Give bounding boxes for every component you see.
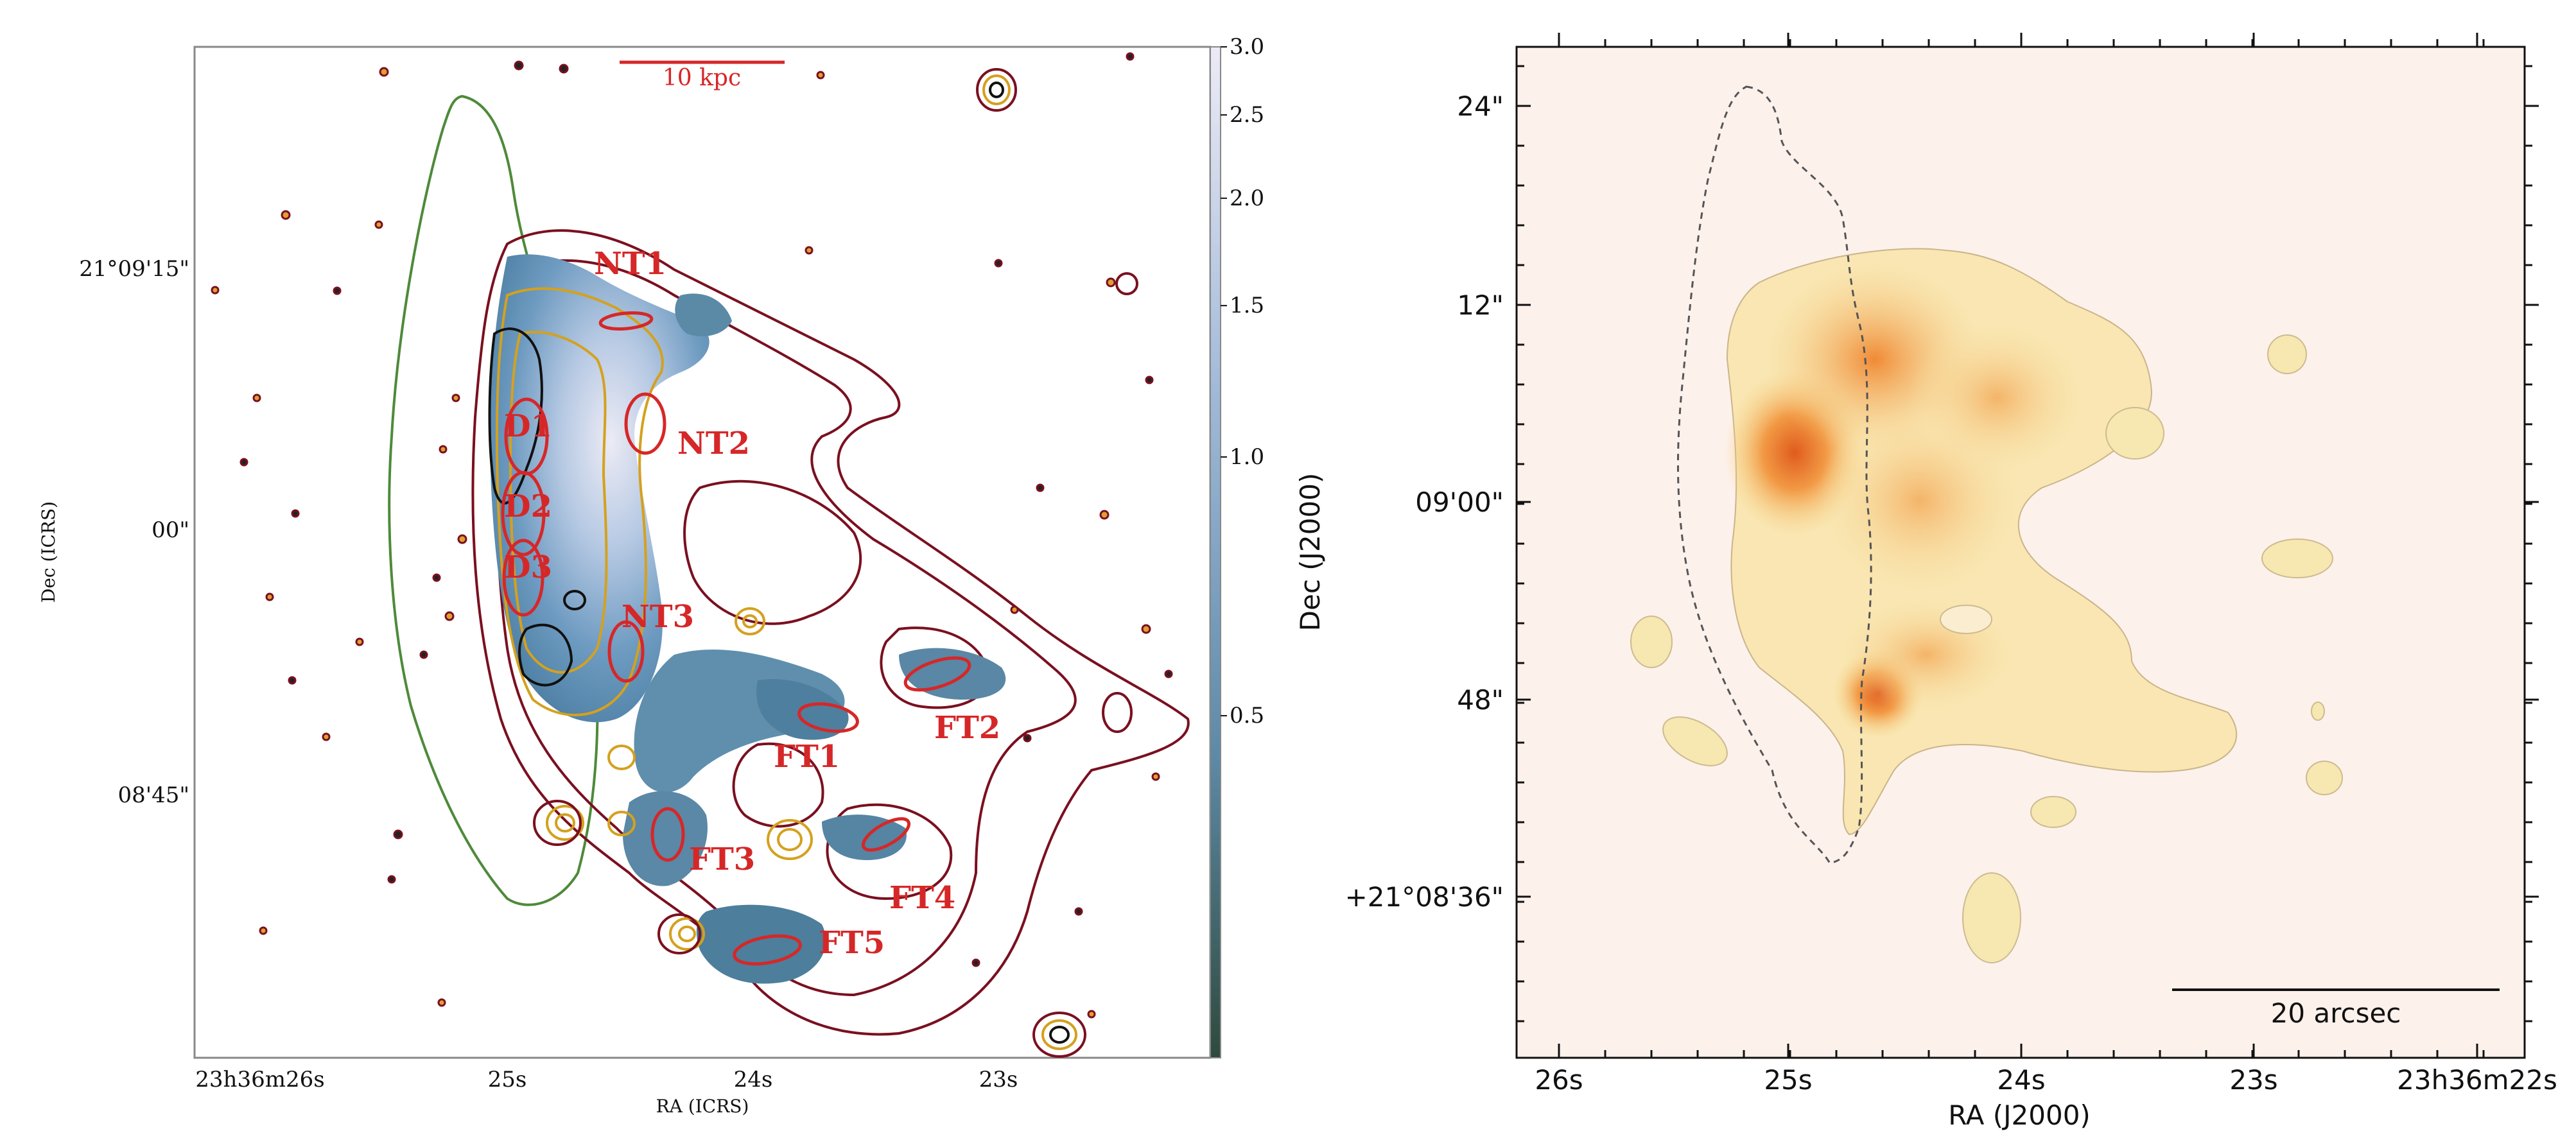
label-d2: D2 <box>504 488 552 524</box>
colorbar-tick-label: 2.0 <box>1230 185 1264 211</box>
emission-map <box>490 254 1006 984</box>
right-x-tick-label: 23h36m22s <box>2397 1064 2557 1096</box>
region-ellipses <box>501 311 971 966</box>
disk-emission <box>490 254 709 723</box>
right-y-tick-label: 12" <box>1457 289 1504 321</box>
region-labels: NT1 NT2 NT3 D1 D2 D3 FT1 FT2 FT3 FT4 FT5 <box>504 246 1000 961</box>
right-scale-bar-label: 20 arcsec <box>2271 997 2401 1029</box>
region-ft5-ellipse <box>733 934 802 966</box>
label-ft1: FT1 <box>774 739 840 775</box>
left-y-axis-label: Dec (ICRS) <box>38 501 59 603</box>
right-x-axis-label: RA (J2000) <box>1948 1100 2091 1131</box>
label-ft2: FT2 <box>934 710 1000 746</box>
right-y-tick-label: 09'00" <box>1415 487 1504 518</box>
region-nt3-ellipse <box>607 620 645 683</box>
bright-sources <box>533 68 1138 1058</box>
tail-emission-6 <box>822 815 907 860</box>
right-axis-ticks <box>1517 33 2539 1058</box>
right-y-tick-label: +21°08'36" <box>1345 881 1504 913</box>
colorbar <box>1210 46 1221 1058</box>
label-d1: D1 <box>504 408 552 444</box>
tail-emission-4 <box>623 791 708 886</box>
right-x-axis: 26s 25s 24s 23s 23h36m22s RA (J2000) <box>1535 1064 2557 1131</box>
colorbar-tick-label: 2.5 <box>1230 102 1264 128</box>
colorbar-ticks: 3.0 2.5 2.0 1.5 1.0 0.5 <box>1221 34 1264 729</box>
label-ft4: FT4 <box>889 880 955 916</box>
left-x-tick-label: 24s <box>734 1067 773 1092</box>
right-panel: 20 arcsec 26s 25s 24s 23s 23h36m22s RA (… <box>1294 33 2557 1131</box>
left-scale-bar-label: 10 kpc <box>663 65 741 91</box>
outer-contours <box>471 229 1190 1036</box>
left-y-tick-label: 00" <box>152 517 189 543</box>
tail-emission-5 <box>696 904 826 984</box>
stellar-disk-dashed-contour <box>1676 85 1872 865</box>
region-nt2-ellipse <box>624 392 666 455</box>
colorbar-tick-label: 1.0 <box>1230 444 1264 470</box>
right-x-tick-label: 24s <box>1997 1064 2045 1096</box>
colorbar-tick-label: 3.0 <box>1230 34 1264 60</box>
label-d3: D3 <box>504 549 552 585</box>
left-x-tick-label: 23s <box>979 1067 1018 1092</box>
left-plot-area <box>193 46 1212 1059</box>
left-panel: 10 kpc NT1 NT2 NT3 D1 D2 D3 FT1 FT2 FT3 … <box>38 34 1264 1117</box>
label-nt2: NT2 <box>677 426 750 461</box>
region-ft1-ellipse <box>797 702 859 733</box>
tail-emission-7 <box>675 293 732 336</box>
left-y-axis: 21°09'15" 00" 08'45" Dec (ICRS) <box>38 256 189 808</box>
right-x-tick-label: 23s <box>2229 1064 2277 1096</box>
region-ft2-ellipse <box>903 656 971 692</box>
colorbar-tick-label: 1.5 <box>1230 293 1264 318</box>
left-x-axis-label: RA (ICRS) <box>656 1096 749 1117</box>
right-y-axis: 24" 12" 09'00" 48" +21°08'36" Dec (J2000… <box>1294 91 1504 913</box>
label-ft3: FT3 <box>689 841 755 877</box>
region-d2-ellipse <box>501 470 546 556</box>
emission-lobe-east <box>1907 321 2087 475</box>
left-x-tick-label: 23h36m26s <box>195 1067 324 1092</box>
region-nt1-ellipse <box>598 311 654 331</box>
region-d3-ellipse <box>502 539 544 617</box>
point-sources <box>211 52 1173 1019</box>
label-nt3: NT3 <box>622 599 694 635</box>
label-ft5: FT5 <box>819 925 885 961</box>
region-ft4-ellipse <box>861 817 911 852</box>
left-y-tick-label: 08'45" <box>117 782 189 808</box>
tail-emission-2 <box>899 648 1006 700</box>
left-x-tick-label: 25s <box>488 1067 527 1092</box>
left-y-tick-label: 21°09'15" <box>79 256 189 282</box>
right-x-tick-label: 25s <box>1764 1064 1812 1096</box>
left-x-axis: 23h36m26s 25s 24s 23s RA (ICRS) <box>195 1067 1018 1117</box>
right-x-tick-label: 26s <box>1535 1064 1583 1096</box>
region-ft3-ellipse <box>650 807 685 862</box>
isolated-blobs <box>1630 334 2343 963</box>
right-y-tick-label: 48" <box>1457 684 1504 716</box>
right-y-tick-label: 24" <box>1457 91 1504 122</box>
right-y-axis-label: Dec (J2000) <box>1294 473 1326 632</box>
label-nt1: NT1 <box>594 246 666 282</box>
colorbar-tick-label: 0.5 <box>1230 703 1264 729</box>
